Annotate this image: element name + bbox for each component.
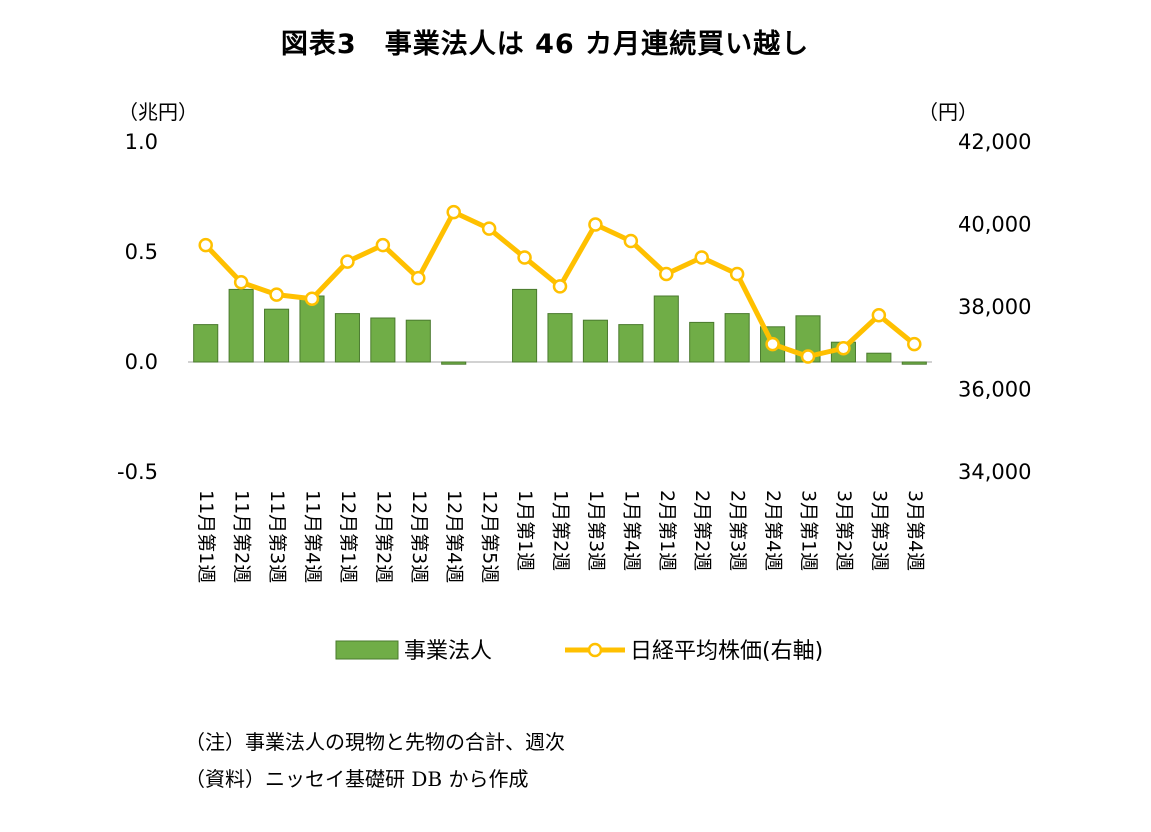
bar-事業法人 — [901, 361, 927, 365]
x-tick-label: 1月第3週 — [585, 490, 607, 571]
nikkei-point — [588, 217, 603, 232]
x-tick-label: 2月第4週 — [762, 490, 784, 571]
right-axis-tick-label: 38,000 — [958, 295, 1031, 319]
nikkei-point — [411, 270, 426, 286]
right-axis-tick-label: 36,000 — [958, 378, 1031, 402]
left-axis-tick-label: -0.5 — [117, 460, 158, 484]
nikkei-point — [800, 349, 816, 364]
bar-事業法人 — [334, 313, 360, 363]
x-tick-label: 3月第2週 — [833, 490, 855, 571]
nikkei-point — [446, 204, 461, 220]
legend-bar-swatch — [335, 640, 399, 660]
left-axis-tick-label: 0.0 — [125, 350, 158, 374]
x-tick-label: 3月第3週 — [868, 490, 890, 571]
x-tick-label: 3月第1週 — [798, 490, 820, 571]
bar-事業法人 — [441, 361, 467, 365]
right-axis-tick-label: 40,000 — [958, 213, 1031, 237]
footnote-source: （資料）ニッセイ基礎研 DB から作成 — [185, 767, 529, 791]
nikkei-point — [659, 266, 674, 282]
nikkei-point — [198, 237, 213, 253]
nikkei-point — [233, 275, 249, 290]
x-tick-label: 12月第1週 — [337, 490, 359, 583]
x-tick-label: 11月第4週 — [302, 490, 324, 583]
x-tick-label: 1月第2週 — [550, 490, 572, 571]
x-tick-label: 12月第4週 — [443, 490, 465, 583]
nikkei-point — [517, 250, 532, 265]
nikkei-point — [836, 341, 851, 356]
x-tick-label: 1月第4週 — [620, 490, 642, 571]
bar-事業法人 — [724, 313, 750, 363]
bar-事業法人 — [618, 324, 644, 363]
legend-line-marker — [587, 642, 603, 658]
x-tick-label: 11月第1週 — [195, 490, 217, 583]
legend-label-nikkei: 日経平均株価(右軸) — [630, 639, 823, 664]
x-tick-label: 2月第2週 — [691, 490, 713, 571]
x-tick-label: 12月第3週 — [408, 490, 430, 583]
right-axis-unit: （円） — [918, 100, 978, 124]
x-tick-label: 11月第2週 — [231, 490, 253, 583]
x-tick-label: 2月第3週 — [727, 490, 749, 571]
nikkei-point — [269, 287, 284, 302]
x-tick-label: 12月第5週 — [479, 490, 501, 583]
bar-事業法人 — [228, 288, 254, 363]
bar-事業法人 — [193, 324, 219, 363]
bar-事業法人 — [370, 317, 396, 363]
left-axis-tick-label: 1.0 — [125, 130, 158, 154]
nikkei-point — [623, 233, 639, 249]
nikkei-point — [552, 279, 568, 294]
bar-事業法人 — [689, 321, 715, 363]
nikkei-point — [907, 336, 922, 352]
left-axis-unit: （兆円） — [118, 100, 198, 124]
bar-事業法人 — [866, 352, 892, 363]
bar-事業法人 — [547, 313, 573, 363]
nikkei-point — [694, 250, 709, 265]
footnote-note: （注）事業法人の現物と先物の合計、週次 — [185, 730, 565, 754]
x-tick-label: 2月第1週 — [656, 490, 678, 571]
nikkei-point — [765, 336, 780, 352]
legend-label-事業法人: 事業法人 — [404, 639, 492, 664]
nikkei-point — [375, 237, 391, 253]
nikkei-point — [729, 266, 745, 282]
nikkei-point — [340, 254, 355, 269]
x-tick-label: 3月第4週 — [904, 490, 926, 571]
x-tick-label: 12月第2週 — [372, 490, 394, 583]
bar-事業法人 — [582, 319, 608, 363]
bar-事業法人 — [405, 319, 431, 363]
nikkei-point — [871, 308, 887, 323]
right-axis-tick-label: 42,000 — [958, 130, 1031, 154]
x-tick-label: 11月第3週 — [266, 490, 288, 583]
bar-事業法人 — [512, 288, 538, 363]
bar-事業法人 — [264, 308, 290, 363]
chart-title: 図表3 事業法人は 46 カ月連続買い越し — [280, 29, 810, 60]
left-axis-tick-label: 0.5 — [125, 240, 158, 264]
right-axis-tick-label: 34,000 — [958, 460, 1031, 484]
nikkei-point — [481, 221, 497, 236]
nikkei-point — [304, 291, 320, 306]
x-tick-label: 1月第1週 — [514, 490, 536, 571]
bar-事業法人 — [653, 295, 679, 363]
